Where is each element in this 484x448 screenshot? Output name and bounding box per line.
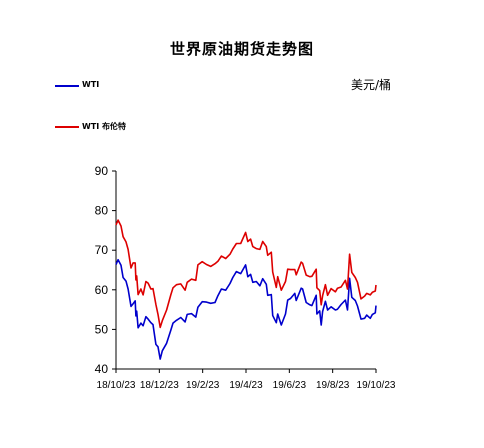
y-tick-label: 80 [95, 204, 109, 218]
legend-line-brent [55, 126, 79, 128]
x-tick-label: 19/6/23 [273, 380, 307, 391]
x-tick-label: 19/4/23 [229, 380, 263, 391]
series-line-wti [115, 258, 377, 360]
series-line-brent [115, 219, 377, 329]
x-tick-label: 19/8/23 [316, 380, 350, 391]
unit-label: 美元/桶 [351, 78, 392, 92]
x-tick-label: 18/12/23 [140, 380, 179, 391]
y-tick-label: 50 [95, 322, 109, 336]
legend-line-wti [55, 85, 79, 87]
chart-title: 世界原油期货走势图 [169, 40, 314, 58]
x-tick-label: 19/2/23 [186, 380, 220, 391]
y-tick-label: 90 [95, 164, 109, 178]
y-tick-label: 70 [95, 243, 109, 257]
legend-label-brent: WTI 布伦特 [82, 122, 127, 131]
x-tick-label: 18/10/23 [97, 380, 136, 391]
y-tick-label: 40 [95, 362, 109, 376]
legend-label-wti: WTI [82, 80, 100, 89]
y-tick-label: 60 [95, 283, 109, 297]
x-tick-label: 19/10/23 [357, 380, 396, 391]
